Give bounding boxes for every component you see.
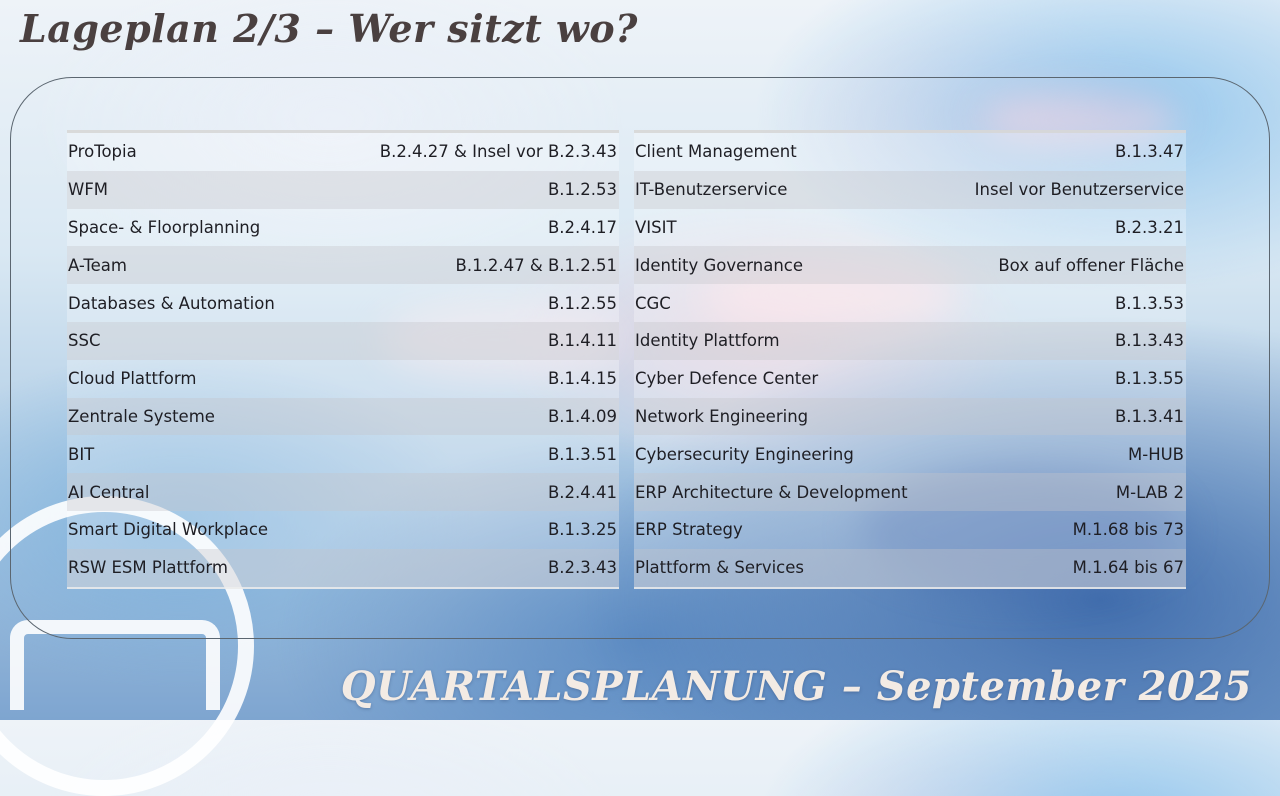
- seating-table-right: Client Management B.1.3.47 IT-Benutzerser…: [634, 130, 1186, 589]
- team-name: A-Team: [68, 255, 127, 275]
- team-name: Cloud Plattform: [68, 369, 197, 389]
- team-name: Zentrale Systeme: [68, 406, 215, 426]
- room-number: B.1.2.53: [547, 180, 617, 200]
- table-row: A-Team B.1.2.47 & B.1.2.51: [67, 246, 619, 285]
- room-number: B.1.3.55: [1114, 369, 1184, 389]
- room-number: B.1.4.15: [547, 369, 617, 389]
- room-number: Insel vor Benutzerservice: [974, 180, 1184, 200]
- team-name: VISIT: [635, 217, 677, 237]
- table-row: Identity Governance Box auf offener Fläch…: [634, 246, 1186, 285]
- room-number: B.2.4.41: [547, 482, 617, 502]
- table-row: ERP Strategy M.1.68 bis 73: [634, 510, 1186, 549]
- team-name: BIT: [68, 444, 95, 464]
- team-name: RSW ESM Plattform: [68, 558, 228, 578]
- table-row: ProTopia B.2.4.27 & Insel vor B.2.3.43: [67, 133, 619, 171]
- team-name: ProTopia: [68, 142, 137, 162]
- team-name: SSC: [68, 331, 101, 351]
- room-number: B.1.4.11: [547, 331, 617, 351]
- table-row: Smart Digital Workplace B.1.3.25: [67, 510, 619, 549]
- slide-footer: QUARTALSPLANUNG – September 2025: [340, 663, 1252, 710]
- table-row: RSW ESM Plattform B.2.3.43: [67, 548, 619, 587]
- table-row: ERP Architecture & Development M-LAB 2: [634, 473, 1186, 511]
- team-name: Identity Plattform: [635, 331, 780, 351]
- room-number: Box auf offener Fläche: [998, 255, 1184, 275]
- room-number: B.1.4.09: [547, 406, 617, 426]
- team-name: CGC: [635, 293, 671, 313]
- table-row: Cyber Defence Center B.1.3.55: [634, 359, 1186, 398]
- room-number: B.2.3.21: [1114, 217, 1184, 237]
- team-name: Plattform & Services: [635, 558, 804, 578]
- table-row: Cybersecurity Engineering M-HUB: [634, 435, 1186, 474]
- table-row: CGC B.1.3.53: [634, 284, 1186, 322]
- table-row: Space- & Floorplanning B.2.4.17: [67, 208, 619, 247]
- table-row: Plattform & Services M.1.64 bis 67: [634, 548, 1186, 587]
- room-number: B.1.3.25: [547, 520, 617, 540]
- team-name: AI Central: [68, 482, 150, 502]
- room-number: B.1.2.47 & B.1.2.51: [455, 255, 617, 275]
- room-number: B.2.4.27 & Insel vor B.2.3.43: [379, 142, 617, 162]
- seating-table-left: ProTopia B.2.4.27 & Insel vor B.2.3.43 WF…: [67, 130, 619, 589]
- room-number: M-HUB: [1128, 444, 1184, 464]
- team-name: WFM: [68, 180, 109, 200]
- team-name: Smart Digital Workplace: [68, 520, 269, 540]
- team-name: Cyber Defence Center: [635, 369, 819, 389]
- team-name: Cybersecurity Engineering: [635, 444, 854, 464]
- room-number: B.1.3.43: [1114, 331, 1184, 351]
- table-row: IT-Benutzerservice Insel vor Benutzerserv…: [634, 170, 1186, 209]
- room-number: M.1.64 bis 67: [1072, 558, 1184, 578]
- room-number: B.1.3.41: [1114, 406, 1184, 426]
- slide-title: Lageplan 2/3 – Wer sitzt wo?: [20, 6, 638, 51]
- team-name: Databases & Automation: [68, 293, 275, 313]
- table-row: Client Management B.1.3.47: [634, 133, 1186, 171]
- room-number: B.1.2.55: [547, 293, 617, 313]
- room-number: B.1.3.47: [1114, 142, 1184, 162]
- content-frame: [10, 77, 1270, 639]
- table-row: WFM B.1.2.53: [67, 170, 619, 209]
- table-row: BIT B.1.3.51: [67, 435, 619, 474]
- table-row: Identity Plattform B.1.3.43: [634, 321, 1186, 360]
- table-row: VISIT B.2.3.21: [634, 208, 1186, 247]
- team-name: ERP Strategy: [635, 520, 743, 540]
- room-number: B.2.3.43: [547, 558, 617, 578]
- room-number: B.1.3.53: [1114, 293, 1184, 313]
- team-name: Client Management: [635, 142, 797, 162]
- background-cloud: [980, 90, 1180, 150]
- table-row: Network Engineering B.1.3.41: [634, 397, 1186, 436]
- team-name: Network Engineering: [635, 406, 809, 426]
- team-name: ERP Architecture & Development: [635, 482, 908, 502]
- table-row: Databases & Automation B.1.2.55: [67, 284, 619, 322]
- room-number: M-LAB 2: [1115, 482, 1184, 502]
- room-number: M.1.68 bis 73: [1072, 520, 1184, 540]
- table-row: SSC B.1.4.11: [67, 321, 619, 360]
- room-number: B.2.4.17: [547, 217, 617, 237]
- table-row: Cloud Plattform B.1.4.15: [67, 359, 619, 398]
- team-name: Identity Governance: [635, 255, 804, 275]
- room-number: B.1.3.51: [547, 444, 617, 464]
- table-row: AI Central B.2.4.41: [67, 473, 619, 511]
- team-name: Space- & Floorplanning: [68, 217, 261, 237]
- team-name: IT-Benutzerservice: [635, 180, 788, 200]
- table-row: Zentrale Systeme B.1.4.09: [67, 397, 619, 436]
